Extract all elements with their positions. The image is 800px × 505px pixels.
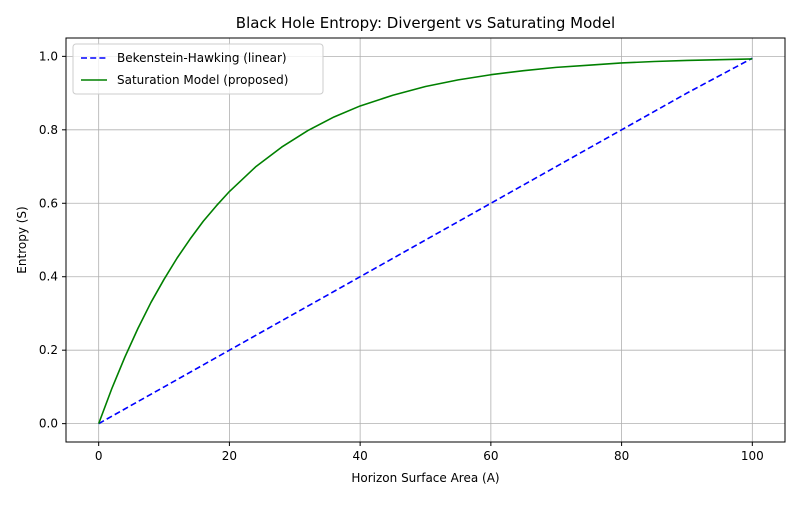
y-tick-label: 0.2	[39, 343, 58, 357]
x-axis-label: Horizon Surface Area (A)	[351, 471, 499, 485]
legend-entry-linear: Bekenstein-Hawking (linear)	[117, 51, 287, 65]
x-tick-label: 20	[222, 449, 237, 463]
legend: Bekenstein-Hawking (linear) Saturation M…	[72, 43, 324, 95]
x-tick-label: 40	[352, 449, 367, 463]
x-tick-label: 100	[741, 449, 764, 463]
y-tick-label: 1.0	[39, 49, 58, 63]
legend-box	[72, 43, 324, 95]
y-tick-label: 0.8	[39, 123, 58, 137]
x-tick-label: 60	[483, 449, 498, 463]
y-tick-label: 0.4	[39, 270, 58, 284]
chart-title: Black Hole Entropy: Divergent vs Saturat…	[236, 14, 615, 32]
x-tick-label: 0	[95, 449, 103, 463]
x-tick-label: 80	[614, 449, 629, 463]
y-axis-label: Entropy (S)	[15, 206, 29, 273]
series-line-saturation	[97, 58, 753, 424]
legend-entry-saturation: Saturation Model (proposed)	[117, 73, 288, 87]
y-tick-label: 0.0	[39, 417, 58, 431]
series-line-linear	[98, 57, 753, 425]
y-tick-label: 0.6	[39, 196, 58, 210]
plot-frame	[65, 37, 786, 443]
tick-layer: 0 20 40 60 80 100 0.0 0.2 0.4 0.6 0.8 1.0	[39, 49, 764, 463]
series-layer	[97, 57, 753, 425]
